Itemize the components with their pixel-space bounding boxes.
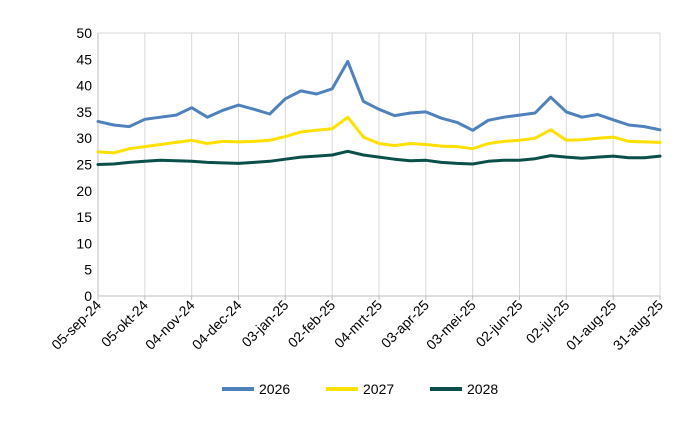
y-tick-label: 50 <box>76 25 92 41</box>
x-tick-label: 04-mrt-25 <box>331 297 385 351</box>
y-tick-label: 5 <box>84 262 92 278</box>
y-tick-label: 15 <box>76 209 92 225</box>
y-tick-label: 30 <box>76 130 92 146</box>
y-tick-label: 35 <box>76 104 92 120</box>
x-tick-labels: 05-sep-2405-okt-2404-nov-2404-dec-2403-j… <box>48 297 666 354</box>
series-line-2028 <box>96 149 662 166</box>
vertical-gridlines <box>97 33 661 300</box>
y-tick-label: 45 <box>76 51 92 67</box>
y-tick-labels: 0 5 10 15 20 25 30 35 40 45 50 <box>76 25 92 304</box>
y-tick-label: 0 <box>84 288 92 304</box>
x-tick-label: 01-aug-25 <box>563 297 620 354</box>
x-tick-label: 03-jan-25 <box>238 297 291 350</box>
x-tick-label: 02-feb-25 <box>285 297 339 351</box>
x-tick-label: 02-jun-25 <box>472 297 525 350</box>
legend-label-2027: 2027 <box>363 381 394 397</box>
legend-label-2028: 2028 <box>467 381 498 397</box>
x-tick-label: 03-mei-25 <box>423 297 479 353</box>
x-tick-label: 04-nov-24 <box>142 297 198 353</box>
x-tick-label: 05-sep-24 <box>48 297 104 353</box>
y-tick-label: 10 <box>76 235 92 251</box>
x-tick-label: 04-dec-24 <box>189 297 245 353</box>
y-tick-label: 20 <box>76 183 92 199</box>
legend-label-2026: 2026 <box>259 381 290 397</box>
series-lines <box>96 59 662 166</box>
legend: 2026 2027 2028 <box>222 381 498 397</box>
x-tick-label: 31-aug-25 <box>610 297 667 354</box>
series-line-2027 <box>96 115 662 155</box>
y-tick-label: 40 <box>76 78 92 94</box>
series-line-2026 <box>96 59 662 132</box>
y-tick-label: 25 <box>76 157 92 173</box>
